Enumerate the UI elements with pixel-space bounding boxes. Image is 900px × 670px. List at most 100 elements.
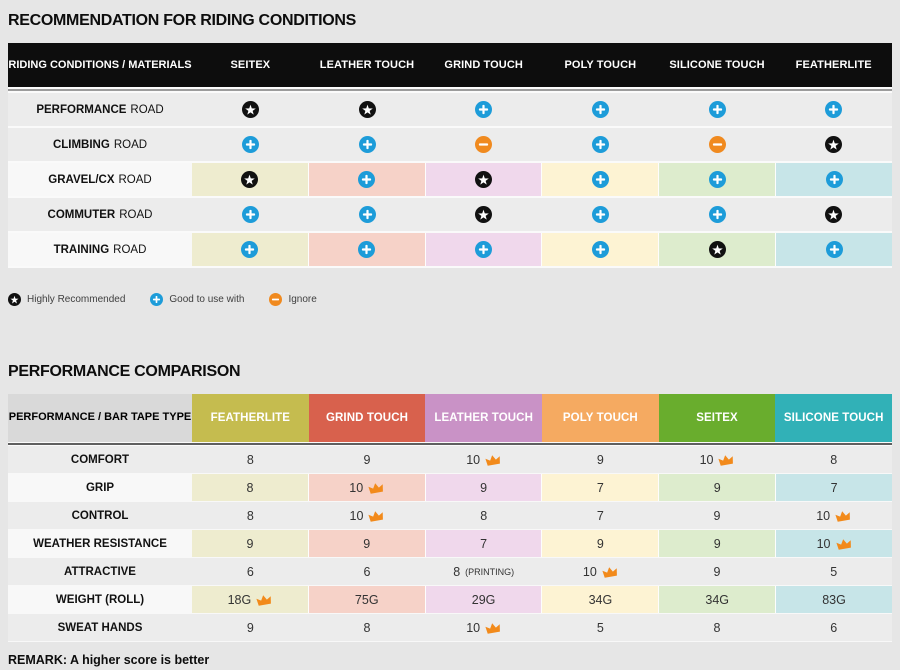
star-icon [825, 206, 843, 223]
performance-column-header: GRIND TOUCH [308, 394, 426, 442]
recommendation-row: TRAINING ROAD [8, 233, 892, 268]
riding-condition-label: TRAINING ROAD [8, 233, 192, 266]
crown-best-icon [256, 594, 272, 606]
performance-value-cell: 8 [775, 446, 892, 473]
score-value: 8 [830, 452, 838, 467]
plus-icon [358, 206, 376, 223]
plus-icon [825, 171, 843, 188]
performance-value-cell: 8 (PRINTING) [425, 558, 542, 585]
recommendation-cell [659, 128, 776, 161]
recommendation-cell [775, 198, 892, 231]
star-icon [241, 101, 259, 118]
performance-value-cell: 6 [775, 614, 892, 641]
plus-icon [358, 136, 376, 153]
score-value: 10 [349, 508, 364, 523]
score-value: 9 [596, 536, 604, 551]
recommendation-corner-header: RIDING CONDITIONS / MATERIALS [8, 58, 192, 71]
condition-name: PERFORMANCE [36, 103, 127, 116]
score-value: 9 [713, 536, 721, 551]
score-value: 9 [596, 452, 604, 467]
performance-value-cell: 6 [309, 558, 426, 585]
performance-value-cell: 8 [659, 614, 776, 641]
score-value: 9 [363, 536, 371, 551]
performance-value-cell: 8 [425, 502, 542, 529]
performance-value-cell: 10 [307, 474, 425, 501]
performance-metric-label: ATTRACTIVE [64, 565, 136, 578]
performance-value-cell: 8 [192, 474, 308, 501]
performance-table: PERFORMANCE / BAR TAPE TYPE FEATHERLITE G… [8, 394, 893, 642]
plus-icon [591, 241, 609, 258]
recommendation-cell [541, 233, 659, 266]
plus-icon [475, 241, 493, 258]
performance-value-cell: 7 [542, 502, 659, 529]
performance-value-cell: 9 [658, 530, 776, 557]
recommendation-row: PERFORMANCE ROAD [8, 93, 892, 128]
star-icon [358, 101, 376, 118]
recommendation-table: RIDING CONDITIONS / MATERIALS SEITEX LEAT… [8, 43, 892, 268]
performance-value-cell: 9 [542, 446, 659, 473]
score-value: 6 [830, 620, 838, 635]
divider [8, 91, 892, 93]
performance-value-cell: 18G [192, 586, 308, 613]
performance-value-cell: 9 [307, 530, 425, 557]
recommendation-cell [309, 198, 426, 231]
score-value: 10 [816, 508, 831, 523]
performance-metric-label: WEIGHT (ROLL) [8, 586, 192, 613]
recommendation-cell [775, 163, 892, 196]
riding-condition-label: GRAVEL/CX ROAD [8, 163, 192, 196]
divider [8, 87, 892, 89]
condition-name: COMMUTER [47, 208, 116, 221]
plus-icon [708, 171, 726, 188]
plus-icon [708, 101, 726, 118]
performance-column-header: SEITEX [658, 394, 776, 442]
condition-suffix: ROAD [119, 208, 153, 221]
score-value: 6 [246, 564, 254, 579]
recommendation-cell [541, 163, 659, 196]
score-value: 8 [480, 508, 488, 523]
plus-icon [475, 101, 493, 118]
score-value: 8 [713, 620, 721, 635]
recommendation-cell [775, 93, 892, 126]
score-value: 10 [466, 620, 481, 635]
plus-icon [358, 241, 376, 258]
divider [8, 89, 892, 91]
recommendation-row: GRAVEL/CX ROAD [8, 163, 892, 198]
recommendation-cell [658, 233, 776, 266]
score-value: 7 [830, 480, 838, 495]
recommendation-cell [542, 198, 659, 231]
legend: Highly Recommended Good to use with Ignore [8, 292, 892, 306]
performance-row: COMFORT 8 9 10 9 10 8 [8, 446, 892, 474]
score-value: 8 [363, 620, 371, 635]
performance-value-cell: 9 [424, 474, 542, 501]
recommendation-cell [192, 198, 309, 231]
remark: REMARK: A higher score is better [8, 653, 210, 667]
plus-icon [591, 136, 609, 153]
crown-best-icon [368, 510, 384, 522]
performance-value-cell: 7 [424, 530, 542, 557]
recommendation-column-header: SILICONE TOUCH [669, 59, 765, 71]
performance-value-cell: 5 [542, 614, 659, 641]
performance-corner-header: PERFORMANCE / BAR TAPE TYPE [8, 394, 192, 442]
score-value: 8 [246, 480, 254, 495]
condition-name: CLIMBING [52, 138, 110, 151]
plus-icon [591, 101, 609, 118]
performance-column-header: SILICONE TOUCH [775, 394, 893, 442]
performance-value-cell: 9 [192, 530, 308, 557]
performance-value-cell: 10 [775, 502, 892, 529]
score-value: 9 [713, 564, 721, 579]
recommendation-cell [775, 233, 892, 266]
condition-name: TRAINING [53, 243, 110, 256]
score-value: 5 [596, 620, 604, 635]
score-value: 75G [354, 592, 379, 607]
score-value: 29G [471, 592, 496, 607]
performance-value-cell: 10 [425, 614, 542, 641]
recommendation-cell [307, 163, 425, 196]
score-value: 9 [713, 508, 721, 523]
performance-metric-label: WEATHER RESISTANCE [8, 530, 192, 557]
legend-item: Highly Recommended [8, 292, 125, 306]
recommendation-cell [425, 128, 542, 161]
score-value: 10 [816, 536, 831, 551]
plus-icon [358, 171, 376, 188]
performance-value-cell: 29G [424, 586, 542, 613]
